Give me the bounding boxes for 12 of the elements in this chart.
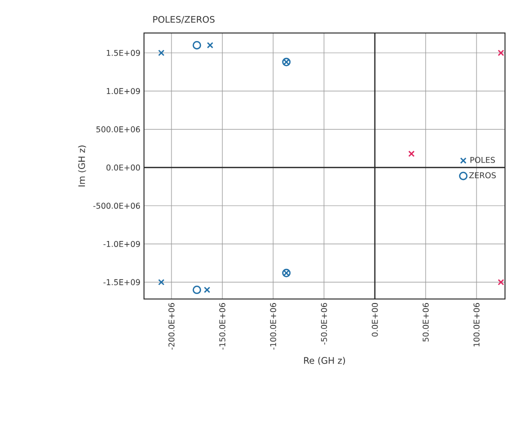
point — [192, 40, 202, 50]
point — [204, 286, 210, 294]
point — [206, 42, 214, 48]
chart-title: POLES/ZEROS — [153, 16, 215, 24]
point — [192, 286, 202, 294]
point — [408, 150, 415, 157]
point — [158, 50, 164, 56]
point — [158, 279, 164, 286]
x-axis-title: Re (GH z) — [304, 356, 345, 365]
point — [498, 279, 504, 286]
y-axis-title: Im (GH z) — [78, 146, 86, 186]
point — [498, 50, 504, 56]
